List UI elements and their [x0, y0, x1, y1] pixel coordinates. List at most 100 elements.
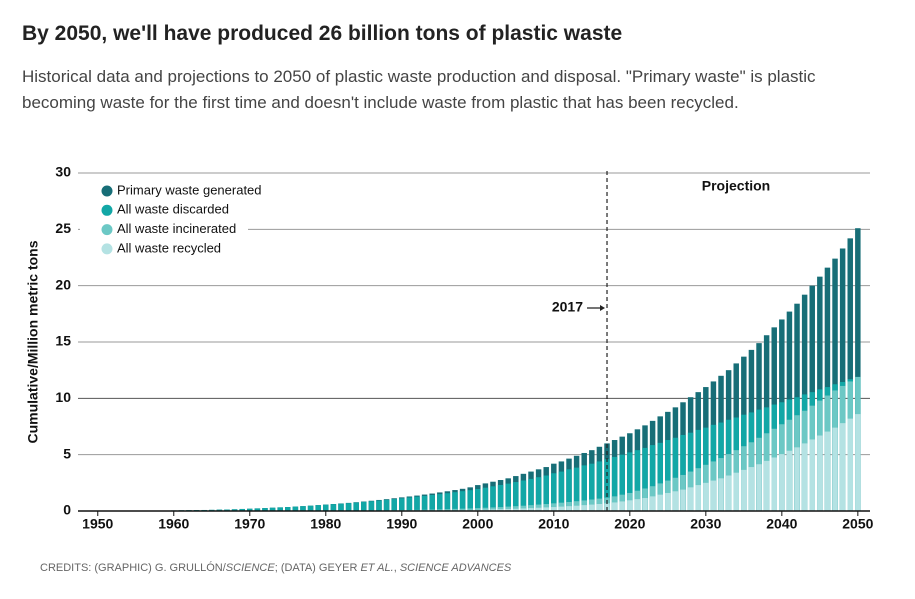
bar [429, 495, 435, 511]
bar [505, 506, 511, 511]
bar [490, 507, 496, 511]
bar [437, 509, 443, 511]
bar [520, 480, 527, 511]
bar [437, 494, 443, 511]
bar [475, 489, 481, 511]
bar [300, 506, 306, 511]
bar [361, 501, 367, 511]
bar [695, 485, 701, 511]
bar [558, 471, 565, 511]
bar [817, 435, 823, 511]
bar [285, 507, 291, 511]
bar [680, 434, 686, 511]
y-tick-label: 30 [55, 164, 71, 180]
bar [573, 505, 580, 511]
x-tick-label: 2010 [538, 516, 569, 532]
bar [353, 502, 359, 511]
y-tick-label: 15 [55, 333, 71, 349]
bar [794, 447, 800, 511]
bar [262, 508, 268, 511]
bar [657, 442, 663, 511]
bar [619, 501, 625, 511]
bar [475, 508, 481, 511]
bar [604, 459, 610, 511]
bar [444, 493, 451, 511]
bar [672, 437, 679, 511]
bar [763, 460, 770, 511]
bar [657, 494, 663, 511]
subtitle: Historical data and projections to 2050 … [22, 67, 816, 112]
x-tick-label: 1950 [82, 516, 113, 532]
bar [490, 509, 496, 511]
legend-swatch [101, 185, 113, 197]
bar [497, 484, 504, 511]
credits: CREDITS: (GRAPHIC) G. GRULLÓN/SCIENCE; (… [40, 561, 512, 574]
bar [847, 238, 853, 511]
bar [718, 478, 724, 511]
bar [680, 489, 686, 511]
legend-label: All waste incinerated [117, 221, 236, 236]
bars [110, 228, 861, 511]
bar [452, 492, 458, 511]
bar [596, 461, 603, 511]
credits-part: ; (DATA) GEYER [275, 562, 361, 574]
bar [330, 504, 337, 511]
bar [581, 465, 587, 511]
bar [779, 454, 785, 511]
bar [323, 504, 329, 511]
bar [239, 508, 245, 511]
x-tick-label: 1960 [158, 516, 189, 532]
legend-label: All waste discarded [117, 202, 229, 217]
bar [801, 443, 808, 511]
bar [855, 414, 861, 511]
bar [528, 508, 534, 511]
bar [383, 499, 390, 511]
bar [535, 477, 542, 511]
y-tick-label: 10 [55, 389, 71, 405]
bar [733, 472, 739, 511]
bar [482, 487, 489, 511]
bar [520, 508, 527, 511]
bar [406, 497, 413, 511]
bar [376, 500, 382, 511]
annotation-arrowhead [600, 305, 606, 311]
bar [839, 248, 846, 511]
bar [368, 501, 375, 511]
legend-label: Primary waste generated [117, 182, 262, 197]
bar [338, 503, 344, 511]
legend-swatch [101, 224, 113, 236]
bar [459, 491, 466, 511]
annotation-label: 2017 [552, 299, 583, 315]
bar [741, 469, 747, 511]
credits-part: ET AL. [360, 562, 393, 574]
bar [277, 507, 283, 511]
bar [703, 482, 709, 511]
bar [551, 507, 557, 511]
projection-label: Projection [702, 178, 770, 194]
bar [566, 469, 572, 511]
bar [513, 506, 519, 511]
bar [581, 505, 587, 511]
bar [292, 506, 299, 511]
bar [756, 464, 762, 511]
credits-part: CREDITS: (GRAPHIC) G. GRULLÓN/ [40, 561, 227, 574]
bar [649, 445, 656, 511]
bar [467, 490, 473, 511]
bar [627, 500, 633, 511]
bar [513, 482, 519, 511]
overlay: 1950 1960 1970 1980 1990 2000 2010 2020 2030 2040… [78, 171, 874, 532]
bar [467, 508, 473, 511]
x-tick-label: 1970 [234, 516, 265, 532]
bar [642, 498, 648, 511]
y-tick-label: 20 [55, 276, 71, 292]
bar [634, 499, 641, 511]
bar [315, 505, 321, 511]
bar [452, 508, 458, 511]
credits-part: , [394, 562, 400, 574]
bar [535, 507, 542, 511]
legend-swatch [101, 243, 113, 255]
credits-part: SCIENCE ADVANCES [400, 562, 512, 574]
bar [642, 447, 648, 511]
bar [444, 509, 451, 511]
bar [748, 467, 755, 511]
